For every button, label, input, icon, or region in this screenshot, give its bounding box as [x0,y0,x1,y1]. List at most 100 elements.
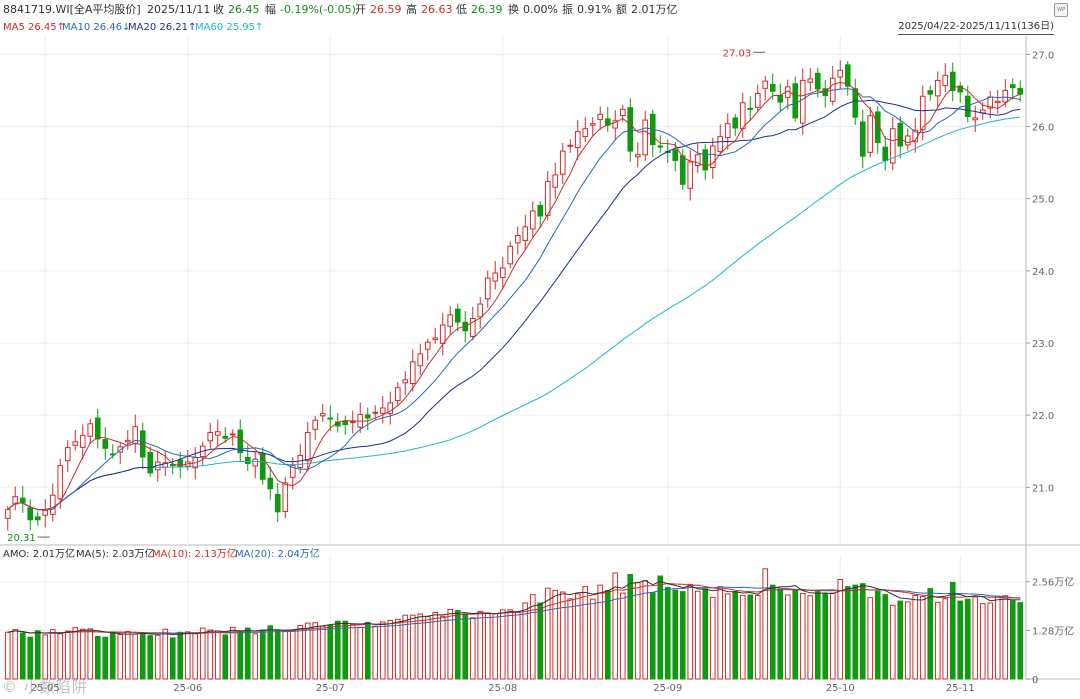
volume-bar [582,586,589,680]
candle-body [394,387,401,401]
volume-bar [754,594,761,680]
volume-bar [904,601,911,680]
volume-bar [4,631,11,680]
candle-body [634,154,641,158]
volume-bar [777,588,784,680]
candle-body [12,496,19,505]
volume-bar [229,626,236,680]
volume-bar [649,592,656,680]
candle-body [732,117,739,129]
volume-bar [207,629,214,680]
volume-bar [634,581,641,680]
volume-bar [72,627,79,680]
volume-bar [859,583,866,680]
volume-bar [259,629,266,680]
volume-bar [1009,600,1016,680]
volume-bar [484,612,491,680]
volume-bar [94,635,101,680]
security-code: 8841719.WI[全A平均股价] [3,3,141,16]
candle-body [492,272,499,282]
candle-body [747,107,754,110]
candle-body [372,411,379,414]
ma10-legend: MA10 26.46↓ [62,22,131,33]
candle-body [1017,88,1024,95]
candle-body [79,434,86,448]
candle-body [844,64,851,87]
volume-bar [349,624,356,680]
quote-header: 8841719.WI[全A平均股价] 2025/11/11 收 26.45 幅 … [0,0,1080,19]
volume-bar [492,613,499,680]
amplitude-value: 0.91% [577,3,612,16]
candle-body [274,493,281,513]
volume-bar [664,586,671,680]
candle-body [559,150,566,175]
volume-bar [64,630,71,680]
volume-bar [867,597,874,680]
volume-bar [34,630,41,680]
date-range-selector[interactable]: 2025/04/22-2025/11/11(136日) [898,20,1054,35]
candle-body [642,119,649,156]
candle-body [252,458,259,467]
candle-body [619,108,626,116]
volume-bar [529,594,536,680]
volume-tick-label: 2.56万亿 [1032,576,1074,589]
candle-body [897,122,904,147]
volume-bar [642,580,649,680]
candle-body [424,341,431,350]
volume-bar [274,630,281,680]
volume-bar [477,610,484,680]
volume-tick-label: 0 [1032,675,1038,686]
volume-bar [267,625,274,680]
open-label: 开 [355,3,366,16]
vol-ma10-legend: MA(10): 2.13万亿 [152,549,237,560]
volume-bar [447,608,454,680]
volume-bar [252,633,259,680]
candle-body [499,267,506,279]
candle-body [349,421,356,424]
volume-bar [717,586,724,680]
volume-bar [709,596,716,680]
candle-body [402,379,409,384]
volume-bar [222,634,229,680]
candle-body [927,90,934,95]
price-tick-label: 22.0 [1032,411,1054,422]
amount-value: 2.01万亿 [631,3,678,16]
amplitude-label: 振 [562,3,573,16]
candle-body [537,204,544,217]
volume-bar [132,633,139,680]
candle-body [267,477,274,490]
volume-bar [379,621,386,680]
volume-bar [762,568,769,680]
volume-bar [507,609,514,680]
volume-bar [544,587,551,680]
watermark: © 小数陷阱 [2,678,88,696]
volume-bar [319,625,326,680]
volume-bar [327,624,334,680]
candle-body [904,135,911,146]
candle-body [244,456,251,464]
volume-bar [12,629,19,680]
volume-bar [694,590,701,680]
volume-bar [117,634,124,680]
candle-body [454,308,461,323]
candle-body [319,413,326,417]
price-tick-label: 27.0 [1032,50,1054,61]
volume-bar [574,593,581,680]
volume-bar [87,628,94,680]
volume-bar [372,625,379,680]
volume-legend: AMO: 2.01万亿 MA(5): 2.03万亿 MA(10): 2.13万亿… [0,546,1080,564]
volume-bar [102,636,109,680]
volume-bar [897,600,904,680]
volume-bar [57,633,64,680]
x-tick-label: 25-11 [946,683,975,694]
low-label: 低 [456,3,467,16]
price-tick-label: 24.0 [1032,267,1054,278]
candle-body [237,429,244,454]
volume-bar [964,598,971,680]
candlestick-chart[interactable]: 25-05 25-06 25-07 25-08 25-09 25-10 25-11 21.0 2… [0,36,1080,699]
vol-ma20-legend: MA(20): 2.04万亿 [235,549,320,560]
candle-body [792,83,799,119]
wp-icon[interactable]: WP [1054,3,1068,17]
volume-bar [784,594,791,680]
quote-date: 2025/11/11 [147,3,211,16]
